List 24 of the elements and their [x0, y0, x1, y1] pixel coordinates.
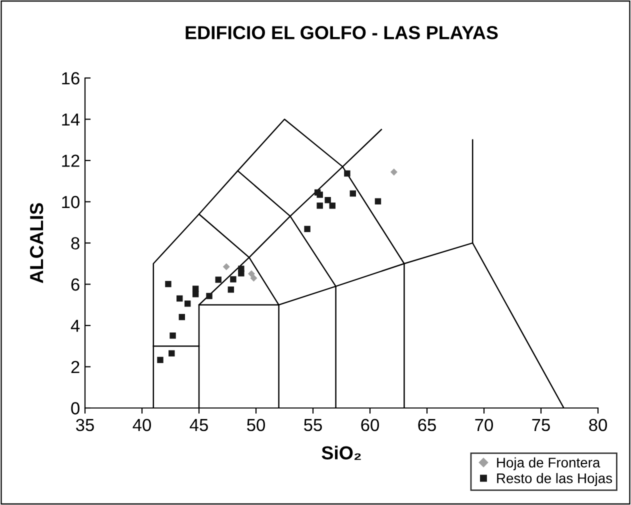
legend-label: Hoja de Frontera	[497, 457, 600, 470]
x-tick-label: 35	[76, 418, 94, 432]
y-tick-label: 4	[70, 320, 80, 332]
y-tick-label: 16	[62, 72, 80, 84]
chart-title: EDIFICIO EL GOLFO - LAS PLAYAS	[186, 26, 498, 40]
y-tick-label: 10	[62, 196, 80, 208]
x-tick-label: 40	[132, 418, 151, 432]
x-tick-label: 55	[304, 419, 322, 432]
y-tick-label: 12	[62, 154, 80, 167]
x-axis-title: SiO₂	[322, 446, 361, 460]
x-tick-label: 75	[532, 419, 550, 432]
x-tick-label: 65	[418, 418, 436, 432]
y-axis-title: ALCALIS	[30, 203, 44, 284]
y-tick-label: 2	[71, 360, 80, 374]
x-tick-label: 50	[247, 418, 265, 432]
legend-label: Resto de las Hojas	[497, 473, 612, 486]
x-tick-label: 80	[589, 418, 607, 432]
x-tick-label: 60	[361, 418, 379, 432]
x-tick-label: 70	[475, 418, 493, 432]
y-tick-label: 6	[71, 278, 80, 291]
y-tick-label: 0	[71, 402, 80, 414]
y-tick-label: 8	[71, 237, 80, 250]
x-tick-label: 45	[190, 419, 208, 432]
y-tick-label: 14	[62, 114, 80, 126]
